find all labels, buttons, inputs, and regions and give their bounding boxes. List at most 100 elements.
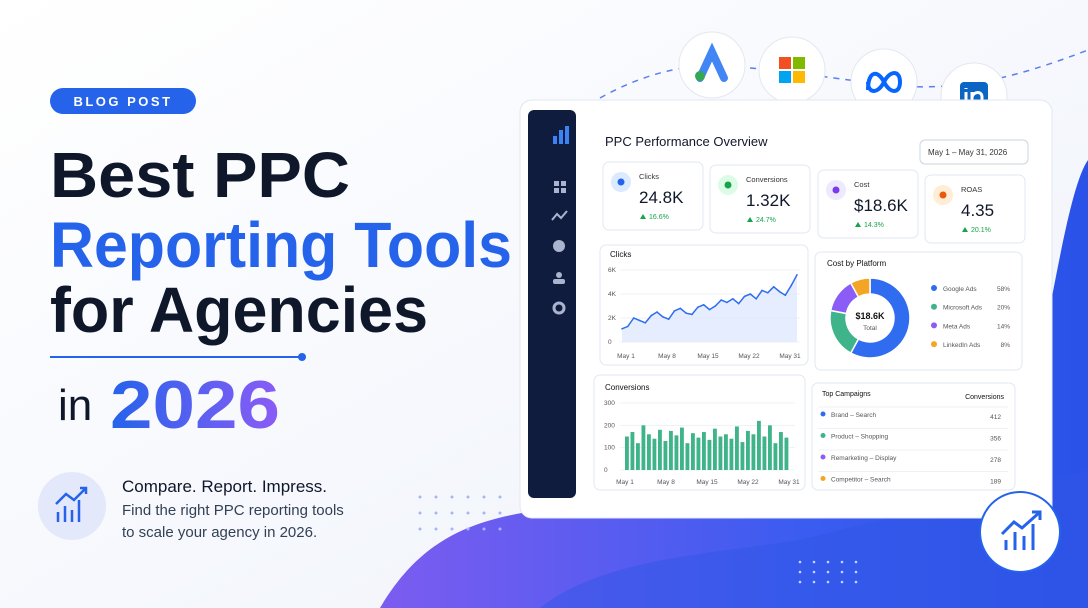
point: [737, 302, 740, 305]
legend-label: Google Ads: [943, 286, 977, 293]
bar: [718, 436, 723, 470]
kpi-label: Conversions: [746, 175, 788, 184]
bar: [680, 427, 684, 470]
dot: [450, 511, 454, 515]
nav-icon[interactable]: [553, 279, 565, 284]
kpi-label: Cost: [854, 180, 870, 189]
dot: [498, 527, 502, 531]
dot: [798, 560, 802, 564]
point: [732, 298, 734, 300]
point: [784, 294, 787, 297]
nav-icon[interactable]: [561, 188, 566, 193]
bar-chart: 0 100 200 300 May 1 May 8 May 15 May 22 May 31: [604, 400, 800, 486]
bar: [663, 440, 668, 470]
dot: [434, 511, 438, 515]
kpi-value: 24.8K: [639, 188, 684, 207]
logo-mark: [793, 57, 805, 69]
sidebar: [528, 110, 576, 498]
kpi-arrow: [855, 222, 861, 227]
dot: [812, 570, 816, 574]
sidebar-logo: [553, 126, 569, 144]
dot: [482, 511, 486, 515]
kpi-change: 14.3%: [864, 222, 884, 229]
dot: [498, 511, 502, 515]
bar: [740, 442, 745, 470]
bar: [746, 430, 750, 470]
point: [650, 314, 652, 317]
description: Find the right PPC reporting tools: [122, 502, 344, 519]
y-tick-label: 200: [604, 422, 615, 429]
dot: [450, 527, 454, 531]
dot: [854, 570, 858, 574]
point: [702, 304, 705, 306]
nav-icon[interactable]: [556, 272, 562, 278]
kpi-arrow: [747, 217, 753, 222]
bar: [685, 443, 690, 470]
nav-icon[interactable]: [554, 188, 559, 193]
point: [638, 319, 641, 322]
bar: [713, 428, 717, 470]
kpi-value: 1.32K: [746, 191, 791, 210]
nav-icon[interactable]: [552, 301, 566, 315]
point: [743, 295, 746, 298]
point: [697, 306, 699, 309]
date-picker[interactable]: [919, 139, 1029, 165]
headline-year: 2026: [110, 367, 280, 443]
dot: [450, 495, 454, 499]
bar: [773, 443, 778, 470]
row-dot: [820, 454, 826, 460]
dot: [482, 527, 486, 531]
point: [714, 305, 717, 307]
x-tick-label: May 22: [738, 353, 760, 360]
nav-icon[interactable]: [554, 181, 559, 186]
point: [644, 322, 647, 324]
bar: [658, 429, 662, 470]
description: to scale your agency in 2026.: [122, 524, 317, 541]
legend-label: Microsoft Ads: [943, 305, 983, 312]
kpi-value: 4.35: [961, 201, 994, 220]
dot: [812, 580, 816, 584]
legend-value: 20%: [997, 305, 1010, 312]
badge-icon-mark: [1000, 510, 1042, 550]
donut-total: $18.6K: [855, 311, 885, 321]
point: [772, 286, 775, 288]
dot: [826, 580, 830, 584]
donut-chart: Google Ads 58% Microsoft Ads 20% Meta Ads 14%…: [829, 277, 1010, 359]
nav-icon[interactable]: [561, 181, 566, 186]
nav-icon[interactable]: [553, 240, 565, 252]
bar: [696, 437, 701, 470]
y-tick-label: 300: [604, 400, 615, 407]
campaign-value: 278: [990, 457, 1001, 464]
point: [778, 290, 781, 293]
bar: [702, 432, 706, 470]
bar: [762, 436, 767, 470]
dot-grid: [798, 560, 858, 584]
point: [796, 274, 798, 276]
dot: [826, 560, 830, 564]
dot: [418, 527, 422, 531]
badge-text: BLOG POST: [73, 94, 172, 109]
bar: [647, 434, 651, 470]
panel-title: Conversions: [605, 383, 649, 392]
campaign-value: 356: [990, 436, 1001, 443]
kpi-value: $18.6K: [854, 196, 909, 215]
x-tick-label: May 8: [658, 353, 676, 360]
point: [673, 310, 676, 312]
dot: [466, 527, 470, 531]
dot: [854, 580, 858, 584]
dot: [498, 495, 502, 499]
badge: [50, 88, 196, 114]
sidebar-icons: [551, 181, 568, 315]
headline: Best PPC: [50, 139, 350, 211]
legend-value: 58%: [997, 286, 1010, 293]
point: [627, 325, 629, 328]
nav-icon[interactable]: [551, 210, 568, 221]
kpi-change: 20.1%: [971, 227, 991, 234]
bar: [674, 435, 679, 470]
x-tick-label: May 8: [657, 479, 675, 486]
bar: [768, 425, 772, 470]
kpi-cards: Clicks 24.8K 16.6% Conversions 1.32K 24.7% Cos…: [602, 161, 1026, 244]
dot-grid: [418, 495, 502, 531]
point: [790, 284, 792, 287]
